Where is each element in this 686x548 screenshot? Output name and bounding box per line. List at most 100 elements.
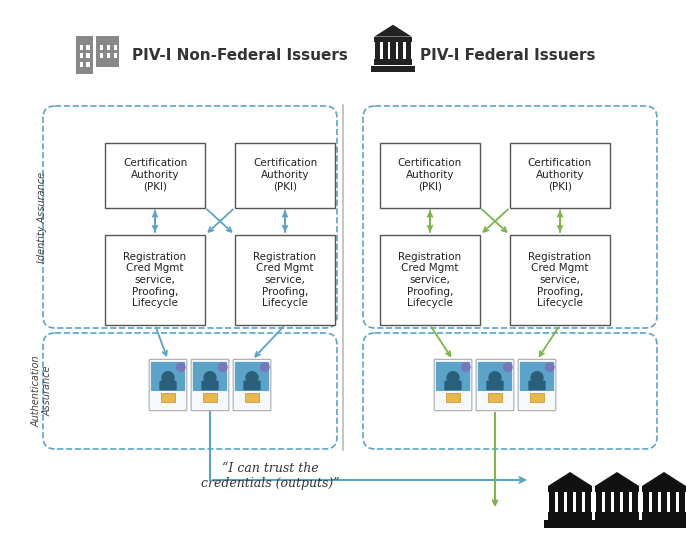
Text: Certification
Authority
(PKI): Certification Authority (PKI) <box>398 158 462 192</box>
Bar <box>161 393 175 402</box>
Bar <box>614 492 620 512</box>
Bar <box>596 492 602 512</box>
Text: Registration
Cred Mgmt
service,
Proofing,
Lifecycle: Registration Cred Mgmt service, Proofing… <box>399 252 462 308</box>
Bar <box>638 520 686 528</box>
Bar <box>643 492 649 512</box>
Bar <box>375 59 412 66</box>
FancyBboxPatch shape <box>476 359 514 410</box>
Bar <box>375 42 380 59</box>
Text: “I can trust the
credentials (outputs)”: “I can trust the credentials (outputs)” <box>201 462 340 490</box>
Polygon shape <box>548 472 592 486</box>
Circle shape <box>162 372 174 384</box>
Bar <box>203 393 217 402</box>
Circle shape <box>504 363 512 372</box>
Bar <box>80 62 83 67</box>
FancyBboxPatch shape <box>193 362 227 391</box>
FancyBboxPatch shape <box>478 362 512 391</box>
Text: Registration
Cred Mgmt
service,
Proofing,
Lifecycle: Registration Cred Mgmt service, Proofing… <box>123 252 187 308</box>
FancyBboxPatch shape <box>380 235 480 325</box>
FancyBboxPatch shape <box>105 235 205 325</box>
FancyBboxPatch shape <box>235 235 335 325</box>
FancyBboxPatch shape <box>235 362 269 391</box>
Text: Identity Assurance: Identity Assurance <box>37 172 47 262</box>
Polygon shape <box>642 472 686 486</box>
FancyBboxPatch shape <box>436 362 470 391</box>
FancyBboxPatch shape <box>445 381 462 390</box>
Bar <box>670 492 676 512</box>
Bar <box>544 520 596 528</box>
Polygon shape <box>595 472 639 486</box>
Circle shape <box>246 372 258 384</box>
Text: Registration
Cred Mgmt
service,
Proofing,
Lifecycle: Registration Cred Mgmt service, Proofing… <box>253 252 316 308</box>
Bar <box>80 45 83 50</box>
Bar <box>86 53 90 59</box>
FancyBboxPatch shape <box>235 142 335 208</box>
Bar <box>632 492 638 512</box>
Circle shape <box>545 363 554 372</box>
Bar <box>585 492 591 512</box>
Bar <box>375 37 412 42</box>
FancyBboxPatch shape <box>528 381 545 390</box>
Circle shape <box>447 372 459 384</box>
Bar <box>595 486 639 492</box>
Bar <box>548 512 592 520</box>
FancyBboxPatch shape <box>510 235 610 325</box>
FancyBboxPatch shape <box>202 381 219 390</box>
FancyBboxPatch shape <box>244 381 261 390</box>
Bar <box>567 492 573 512</box>
Text: Registration
Cred Mgmt
service,
Proofing,
Lifecycle: Registration Cred Mgmt service, Proofing… <box>528 252 591 308</box>
FancyBboxPatch shape <box>510 142 610 208</box>
Bar <box>642 486 686 492</box>
Bar <box>114 53 117 59</box>
Circle shape <box>462 363 470 372</box>
Text: Certification
Authority
(PKI): Certification Authority (PKI) <box>528 158 592 192</box>
Bar <box>100 53 104 59</box>
Bar <box>107 53 110 59</box>
FancyBboxPatch shape <box>105 142 205 208</box>
Text: PIV-I Non-Federal Issuers: PIV-I Non-Federal Issuers <box>132 48 348 62</box>
Bar <box>591 520 643 528</box>
Polygon shape <box>96 36 119 67</box>
Bar <box>446 393 460 402</box>
Circle shape <box>204 372 216 384</box>
Bar <box>398 42 403 59</box>
Bar <box>549 492 555 512</box>
Bar <box>623 492 629 512</box>
FancyBboxPatch shape <box>159 381 177 390</box>
Text: Certification
Authority
(PKI): Certification Authority (PKI) <box>123 158 187 192</box>
Bar <box>80 53 83 59</box>
Bar <box>642 512 686 520</box>
Bar <box>371 66 415 72</box>
Bar <box>100 45 104 50</box>
Bar <box>390 42 396 59</box>
FancyBboxPatch shape <box>233 359 271 410</box>
Bar <box>530 393 544 402</box>
Text: PIV-I Federal Issuers: PIV-I Federal Issuers <box>420 48 595 62</box>
FancyBboxPatch shape <box>380 142 480 208</box>
Bar <box>405 42 411 59</box>
FancyBboxPatch shape <box>520 362 554 391</box>
Circle shape <box>219 363 227 372</box>
Circle shape <box>489 372 501 384</box>
FancyBboxPatch shape <box>434 359 472 410</box>
Circle shape <box>176 363 185 372</box>
Bar <box>86 62 90 67</box>
Bar <box>605 492 611 512</box>
Bar <box>576 492 582 512</box>
Bar <box>488 393 501 402</box>
Bar <box>245 393 259 402</box>
Bar <box>679 492 685 512</box>
Bar <box>652 492 658 512</box>
Bar <box>107 45 110 50</box>
FancyBboxPatch shape <box>151 362 185 391</box>
FancyBboxPatch shape <box>191 359 229 410</box>
Bar <box>661 492 667 512</box>
Circle shape <box>531 372 543 384</box>
Text: Authentication
Assurance: Authentication Assurance <box>31 355 53 427</box>
Bar <box>383 42 388 59</box>
Polygon shape <box>375 25 412 37</box>
FancyBboxPatch shape <box>149 359 187 410</box>
Bar <box>114 45 117 50</box>
Text: Certification
Authority
(PKI): Certification Authority (PKI) <box>253 158 317 192</box>
Polygon shape <box>76 36 93 73</box>
